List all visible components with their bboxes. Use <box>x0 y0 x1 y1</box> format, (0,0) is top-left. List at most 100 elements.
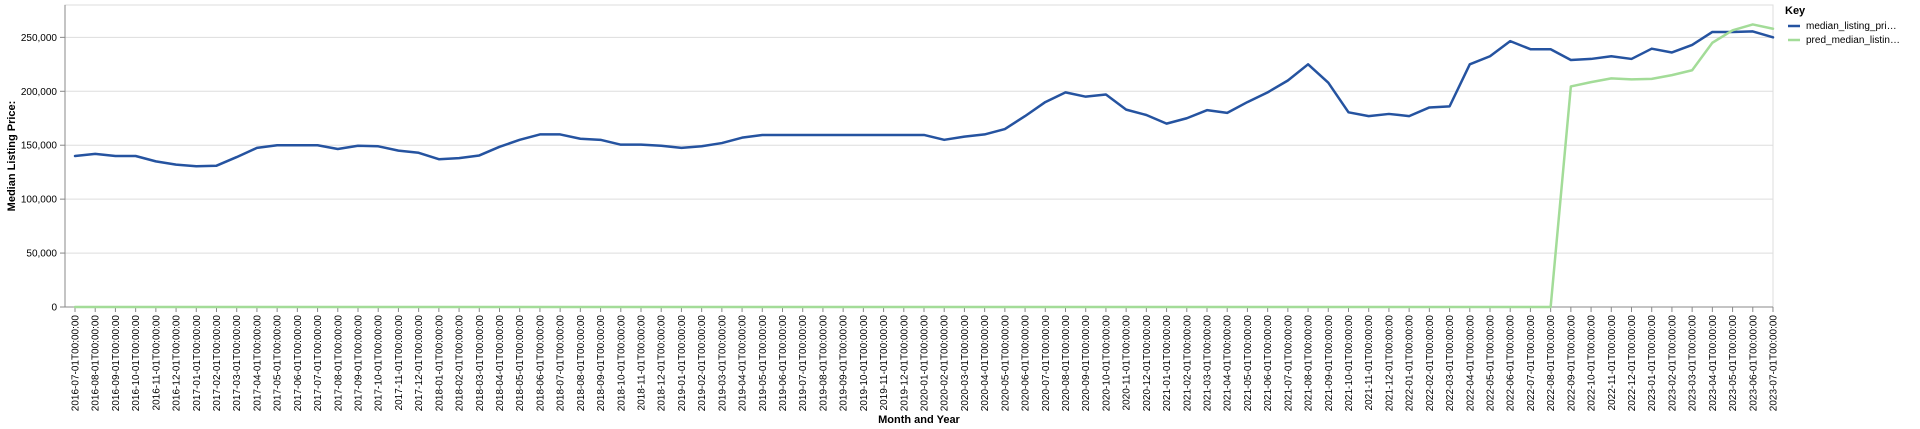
x-tick-label: 2022-11-01T00:00:00 <box>1607 315 1618 411</box>
x-tick-label: 2017-01-01T00:00:00 <box>192 315 203 412</box>
x-tick-label: 2022-09-01T00:00:00 <box>1566 315 1577 412</box>
x-tick-label: 2019-08-01T00:00:00 <box>818 315 829 412</box>
x-tick-label: 2022-06-01T00:00:00 <box>1506 315 1517 412</box>
x-tick-label: 2020-03-01T00:00:00 <box>960 315 971 412</box>
x-tick-label: 2022-08-01T00:00:00 <box>1546 315 1557 412</box>
x-tick-label: 2022-10-01T00:00:00 <box>1587 315 1598 412</box>
x-tick-label: 2020-08-01T00:00:00 <box>1061 315 1072 412</box>
x-tick-label: 2018-11-01T00:00:00 <box>637 315 648 411</box>
x-tick-label: 2022-01-01T00:00:00 <box>1405 315 1416 412</box>
x-tick-label: 2017-06-01T00:00:00 <box>293 315 304 412</box>
x-tick-label: 2023-02-01T00:00:00 <box>1667 315 1678 412</box>
x-tick-label: 2017-11-01T00:00:00 <box>394 315 405 411</box>
y-tick-label: 250,000 <box>21 33 58 44</box>
y-tick-label: 50,000 <box>26 249 57 260</box>
x-tick-label: 2018-09-01T00:00:00 <box>596 315 607 412</box>
x-tick-label: 2018-06-01T00:00:00 <box>535 315 546 412</box>
plot-background <box>64 4 1774 308</box>
x-tick-label: 2020-06-01T00:00:00 <box>1021 315 1032 412</box>
x-tick-label: 2021-02-01T00:00:00 <box>1182 315 1193 412</box>
x-tick-label: 2018-10-01T00:00:00 <box>616 315 627 412</box>
x-tick-label: 2022-12-01T00:00:00 <box>1627 315 1638 412</box>
x-tick-label: 2019-07-01T00:00:00 <box>798 315 809 412</box>
x-tick-label: 2018-08-01T00:00:00 <box>576 315 587 412</box>
x-tick-label: 2017-10-01T00:00:00 <box>374 315 385 412</box>
legend-title: Key <box>1785 5 1806 17</box>
x-tick-label: 2023-04-01T00:00:00 <box>1708 315 1719 412</box>
x-tick-label: 2021-03-01T00:00:00 <box>1203 315 1214 412</box>
x-tick-label: 2017-07-01T00:00:00 <box>313 315 324 412</box>
x-tick-label: 2020-09-01T00:00:00 <box>1081 315 1092 412</box>
x-axis: 2016-07-01T00:00:00 2016-08-01T00:00:00 20… <box>65 306 1780 412</box>
x-tick-label: 2017-02-01T00:00:00 <box>212 315 223 412</box>
x-tick-label: 2020-01-01T00:00:00 <box>920 315 931 412</box>
x-tick-label: 2018-07-01T00:00:00 <box>556 315 567 412</box>
x-tick-label: 2020-04-01T00:00:00 <box>980 315 991 412</box>
x-tick-label: 2017-12-01T00:00:00 <box>414 315 425 412</box>
median-listing-price-line <box>73 30 1775 168</box>
x-tick-label: 2019-01-01T00:00:00 <box>677 315 688 412</box>
x-tick-label: 2018-04-01T00:00:00 <box>495 315 506 412</box>
x-tick-label: 2021-12-01T00:00:00 <box>1384 315 1395 412</box>
x-axis-title: Month and Year <box>878 414 960 426</box>
x-tick-label: 2019-04-01T00:00:00 <box>738 315 749 412</box>
x-tick-label: 2020-10-01T00:00:00 <box>1101 315 1112 412</box>
x-tick-label: 2020-07-01T00:00:00 <box>1041 315 1052 412</box>
x-tick-label: 2019-06-01T00:00:00 <box>778 315 789 412</box>
x-tick-label: 2020-05-01T00:00:00 <box>1000 315 1011 412</box>
x-tick-label: 2021-06-01T00:00:00 <box>1263 315 1274 412</box>
x-tick-label: 2022-02-01T00:00:00 <box>1425 315 1436 412</box>
x-tick-label: 2019-02-01T00:00:00 <box>697 315 708 412</box>
y-tick-label: 150,000 <box>21 141 58 152</box>
x-tick-label: 2021-04-01T00:00:00 <box>1223 315 1234 412</box>
pred-median-listing-price-line <box>73 23 1775 309</box>
x-tick-label: 2018-02-01T00:00:00 <box>455 315 466 412</box>
x-tick-label: 2016-12-01T00:00:00 <box>172 315 183 412</box>
x-tick-label: 2021-10-01T00:00:00 <box>1344 315 1355 412</box>
x-tick-label: 2020-12-01T00:00:00 <box>1142 315 1153 412</box>
series-layer <box>73 23 1775 309</box>
y-axis: 0 50,000 100,000 150,000 200,000 250,000 <box>21 5 66 314</box>
x-tick-label: 2016-07-01T00:00:00 <box>71 315 82 412</box>
x-tick-label: 2021-01-01T00:00:00 <box>1162 315 1173 412</box>
x-tick-label: 2019-05-01T00:00:00 <box>758 315 769 412</box>
x-tick-label: 2019-10-01T00:00:00 <box>859 315 870 412</box>
x-tick-label: 2021-08-01T00:00:00 <box>1304 315 1315 412</box>
y-tick-label: 0 <box>51 303 57 314</box>
x-tick-label: 2023-05-01T00:00:00 <box>1728 315 1739 412</box>
x-tick-label: 2023-01-01T00:00:00 <box>1647 315 1658 412</box>
x-tick-label: 2018-03-01T00:00:00 <box>475 315 486 412</box>
x-tick-label: 2019-12-01T00:00:00 <box>899 315 910 412</box>
y-tick-label: 100,000 <box>21 195 58 206</box>
x-tick-label: 2021-11-01T00:00:00 <box>1364 315 1375 411</box>
x-tick-label: 2020-11-01T00:00:00 <box>1122 315 1133 411</box>
x-tick-label: 2021-09-01T00:00:00 <box>1324 315 1335 412</box>
x-tick-label: 2020-02-01T00:00:00 <box>940 315 951 412</box>
x-tick-label: 2023-06-01T00:00:00 <box>1748 315 1759 412</box>
y-axis-title: Median Listing Price: <box>6 101 18 212</box>
x-tick-label: 2022-03-01T00:00:00 <box>1445 315 1456 412</box>
x-tick-label: 2022-04-01T00:00:00 <box>1465 315 1476 412</box>
x-tick-label: 2019-03-01T00:00:00 <box>717 315 728 412</box>
legend-label-pred-median-listing-price: pred_median_listin… <box>1806 35 1900 46</box>
x-tick-label: 2019-09-01T00:00:00 <box>839 315 850 412</box>
x-tick-label: 2023-07-01T00:00:00 <box>1769 315 1780 412</box>
y-tick-label: 200,000 <box>21 87 58 98</box>
x-tick-label: 2017-04-01T00:00:00 <box>252 315 263 412</box>
x-tick-label: 2017-05-01T00:00:00 <box>273 315 284 412</box>
x-tick-label: 2017-08-01T00:00:00 <box>333 315 344 412</box>
x-tick-label: 2016-10-01T00:00:00 <box>131 315 142 412</box>
x-tick-label: 2021-07-01T00:00:00 <box>1283 315 1294 412</box>
x-tick-label: 2023-03-01T00:00:00 <box>1688 315 1699 412</box>
x-tick-label: 2016-09-01T00:00:00 <box>111 315 122 412</box>
x-tick-label: 2022-07-01T00:00:00 <box>1526 315 1537 412</box>
x-tick-label: 2019-11-01T00:00:00 <box>879 315 890 411</box>
x-tick-label: 2022-05-01T00:00:00 <box>1486 315 1497 412</box>
x-tick-label: 2017-09-01T00:00:00 <box>354 315 365 412</box>
x-tick-label: 2018-01-01T00:00:00 <box>434 315 445 412</box>
legend-label-median-listing-price: median_listing_pri… <box>1806 21 1897 32</box>
legend: Key median_listing_pri… pred_median_list… <box>1785 5 1900 46</box>
x-tick-label: 2016-11-01T00:00:00 <box>151 315 162 411</box>
x-tick-label: 2021-05-01T00:00:00 <box>1243 315 1254 412</box>
